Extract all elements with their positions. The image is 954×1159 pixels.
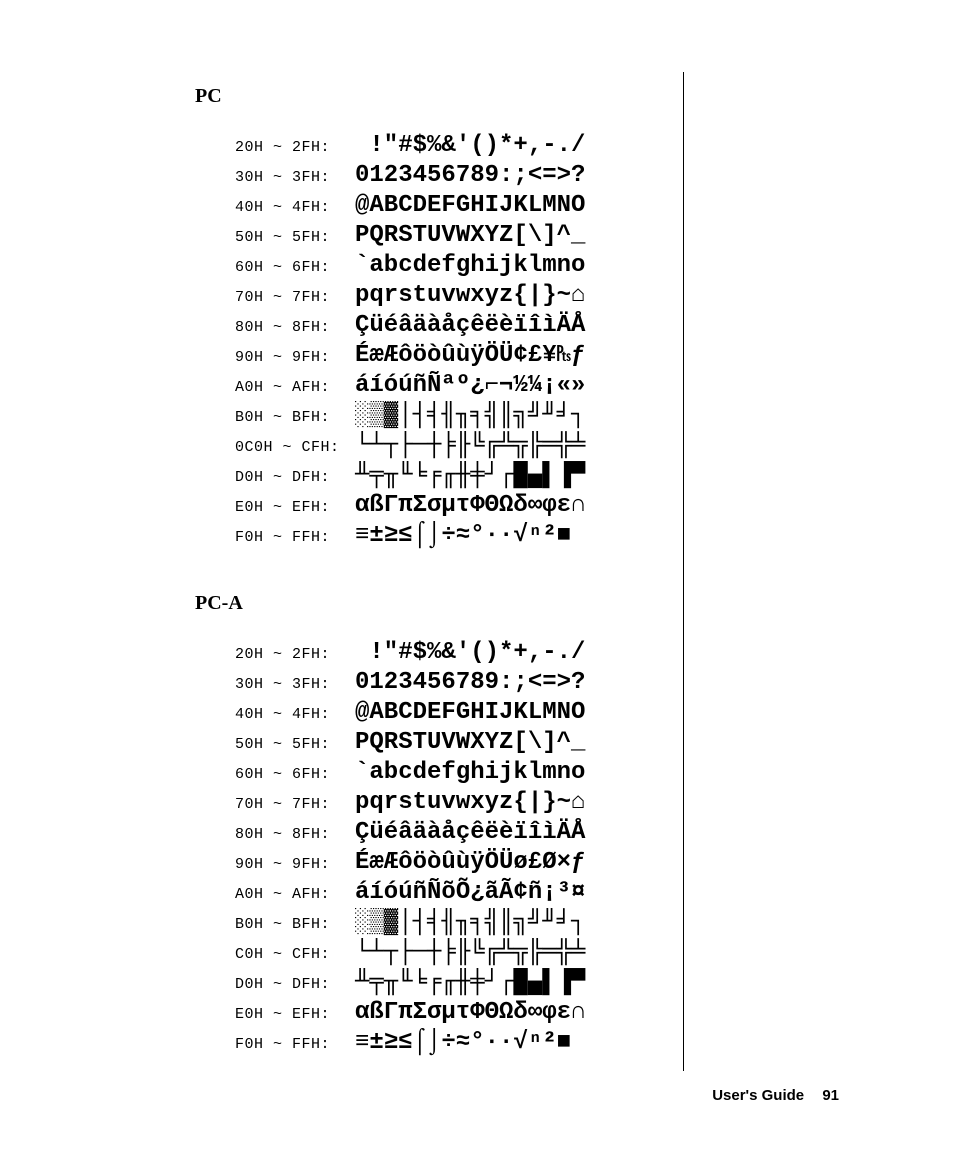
hex-range-label: 60H ~ 6FH: <box>195 254 355 282</box>
charset-row: 80H ~ 8FH:ÇüéâäàåçêëèïîìÄÅ <box>195 312 859 342</box>
glyph-row: PQRSTUVWXYZ[\]^_ <box>355 222 585 250</box>
charset-row: C0H ~ CFH:└┴┬├─┼╞╟╚╔╩╦╠═╬╧ <box>195 939 859 969</box>
charset-row: E0H ~ EFH:αßΓπΣσµτΦΘΩδ∞φε∩ <box>195 999 859 1029</box>
hex-range-label: 40H ~ 4FH: <box>195 194 355 222</box>
hex-range-label: B0H ~ BFH: <box>195 404 355 432</box>
section-title: PC <box>195 85 859 108</box>
hex-range-label: 0C0H ~ CFH: <box>195 434 355 462</box>
glyph-row: áíóúñÑõÕ¿ãÃ¢ñ¡³¤ <box>355 879 585 907</box>
section-title: PC-A <box>195 592 859 615</box>
hex-range-label: D0H ~ DFH: <box>195 971 355 999</box>
glyph-row: `abcdefghijklmno <box>355 759 585 787</box>
glyph-row: ░▒▓│┤╡╢╖╕╣║╗╝╜╛┐ <box>355 909 585 937</box>
glyph-row: PQRSTUVWXYZ[\]^_ <box>355 729 585 757</box>
hex-range-label: D0H ~ DFH: <box>195 464 355 492</box>
charset-row: 60H ~ 6FH:`abcdefghijklmno <box>195 252 859 282</box>
charset-row: 0C0H ~ CFH:└┴┬├─┼╞╟╚╔╩╦╠═╬╧ <box>195 432 859 462</box>
hex-range-label: 20H ~ 2FH: <box>195 134 355 162</box>
hex-range-label: 50H ~ 5FH: <box>195 224 355 252</box>
page-footer: User's Guide 91 <box>712 1087 839 1104</box>
charset-section: PC 20H ~ 2FH: !"#$%&'()*+,-./30H ~ 3FH:01… <box>195 85 859 552</box>
charset-row: 20H ~ 2FH: !"#$%&'()*+,-./ <box>195 639 859 669</box>
charset-row: F0H ~ FFH:≡±≥≤⌠⌡÷≈°∙·√ⁿ²■ <box>195 1029 859 1059</box>
glyph-row: @ABCDEFGHIJKLMNO <box>355 699 585 727</box>
glyph-row: └┴┬├─┼╞╟╚╔╩╦╠═╬╧ <box>355 432 585 460</box>
glyph-row: ╨╤╥╙╘╒╓╫╪┘┌█▄▌▐▀ <box>355 969 585 997</box>
charset-row: D0H ~ DFH:╨╤╥╙╘╒╓╫╪┘┌█▄▌▐▀ <box>195 462 859 492</box>
glyph-row: ≡±≥≤⌠⌡÷≈°∙·√ⁿ²■ <box>355 1029 585 1057</box>
charset-row: 80H ~ 8FH:ÇüéâäàåçêëèïîìÄÅ <box>195 819 859 849</box>
hex-range-label: B0H ~ BFH: <box>195 911 355 939</box>
charset-row: B0H ~ BFH:░▒▓│┤╡╢╖╕╣║╗╝╜╛┐ <box>195 909 859 939</box>
hex-range-label: F0H ~ FFH: <box>195 524 355 552</box>
charset-row: D0H ~ DFH:╨╤╥╙╘╒╓╫╪┘┌█▄▌▐▀ <box>195 969 859 999</box>
glyph-row: !"#$%&'()*+,-./ <box>355 639 585 667</box>
hex-range-label: 30H ~ 3FH: <box>195 671 355 699</box>
hex-range-label: 50H ~ 5FH: <box>195 731 355 759</box>
sections-container: PC20H ~ 2FH: !"#$%&'()*+,-./30H ~ 3FH:01… <box>195 85 859 1059</box>
charset-row: B0H ~ BFH:░▒▓│┤╡╢╖╕╣║╗╝╜╛┐ <box>195 402 859 432</box>
glyph-row: ≡±≥≤⌠⌡÷≈°∙·√ⁿ²■ <box>355 522 585 550</box>
hex-range-label: 20H ~ 2FH: <box>195 641 355 669</box>
charset-row: 50H ~ 5FH:PQRSTUVWXYZ[\]^_ <box>195 729 859 759</box>
glyph-row: pqrstuvwxyz{|}~⌂ <box>355 282 585 310</box>
charset-row: A0H ~ AFH:áíóúñÑõÕ¿ãÃ¢ñ¡³¤ <box>195 879 859 909</box>
charset-row: 20H ~ 2FH: !"#$%&'()*+,-./ <box>195 132 859 162</box>
glyph-row: ░▒▓│┤╡╢╖╕╣║╗╝╜╛┐ <box>355 402 585 430</box>
glyph-row: @ABCDEFGHIJKLMNO <box>355 192 585 220</box>
hex-range-label: C0H ~ CFH: <box>195 941 355 969</box>
glyph-row: ÇüéâäàåçêëèïîìÄÅ <box>355 312 585 340</box>
hex-range-label: E0H ~ EFH: <box>195 494 355 522</box>
hex-range-label: 90H ~ 9FH: <box>195 344 355 372</box>
charset-row: 90H ~ 9FH:ÉæÆôöòûùÿÖÜø£Ø×ƒ <box>195 849 859 879</box>
charset-row: F0H ~ FFH:≡±≥≤⌠⌡÷≈°∙·√ⁿ²■ <box>195 522 859 552</box>
glyph-row: ╨╤╥╙╘╒╓╫╪┘┌█▄▌▐▀ <box>355 462 585 490</box>
glyph-row: 0123456789:;<=>? <box>355 669 585 697</box>
charset-row: 70H ~ 7FH:pqrstuvwxyz{|}~⌂ <box>195 789 859 819</box>
charset-row: 60H ~ 6FH:`abcdefghijklmno <box>195 759 859 789</box>
glyph-row: `abcdefghijklmno <box>355 252 585 280</box>
footer-page-number: 91 <box>822 1087 839 1104</box>
glyph-row: ÉæÆôöòûùÿÖÜø£Ø×ƒ <box>355 849 585 877</box>
hex-range-label: 70H ~ 7FH: <box>195 284 355 312</box>
hex-range-label: F0H ~ FFH: <box>195 1031 355 1059</box>
charset-row: 30H ~ 3FH:0123456789:;<=>? <box>195 669 859 699</box>
glyph-row: ÉæÆôöòûùÿÖÜ¢£¥₧ƒ <box>355 342 585 370</box>
charset-row: 40H ~ 4FH:@ABCDEFGHIJKLMNO <box>195 699 859 729</box>
hex-range-label: 80H ~ 8FH: <box>195 314 355 342</box>
glyph-row: ÇüéâäàåçêëèïîìÄÅ <box>355 819 585 847</box>
hex-range-label: 40H ~ 4FH: <box>195 701 355 729</box>
glyph-row: !"#$%&'()*+,-./ <box>355 132 585 160</box>
glyph-row: αßΓπΣσµτΦΘΩδ∞φε∩ <box>355 492 585 520</box>
glyph-row: áíóúñÑªº¿⌐¬½¼¡«» <box>355 372 585 400</box>
hex-range-label: 30H ~ 3FH: <box>195 164 355 192</box>
glyph-row: pqrstuvwxyz{|}~⌂ <box>355 789 585 817</box>
charset-section: PC-A 20H ~ 2FH: !"#$%&'()*+,-./30H ~ 3FH:… <box>195 592 859 1059</box>
charset-row: A0H ~ AFH:áíóúñÑªº¿⌐¬½¼¡«» <box>195 372 859 402</box>
charset-row: 40H ~ 4FH:@ABCDEFGHIJKLMNO <box>195 192 859 222</box>
hex-range-label: A0H ~ AFH: <box>195 881 355 909</box>
hex-range-label: 60H ~ 6FH: <box>195 761 355 789</box>
glyph-row: └┴┬├─┼╞╟╚╔╩╦╠═╬╧ <box>355 939 585 967</box>
hex-range-label: A0H ~ AFH: <box>195 374 355 402</box>
charset-row: 30H ~ 3FH:0123456789:;<=>? <box>195 162 859 192</box>
hex-range-label: 90H ~ 9FH: <box>195 851 355 879</box>
vertical-divider <box>683 72 684 1071</box>
hex-range-label: E0H ~ EFH: <box>195 1001 355 1029</box>
glyph-row: αßΓπΣσµτΦΘΩδ∞φε∩ <box>355 999 585 1027</box>
charset-row: 50H ~ 5FH:PQRSTUVWXYZ[\]^_ <box>195 222 859 252</box>
hex-range-label: 70H ~ 7FH: <box>195 791 355 819</box>
hex-range-label: 80H ~ 8FH: <box>195 821 355 849</box>
glyph-row: 0123456789:;<=>? <box>355 162 585 190</box>
footer-label: User's Guide <box>712 1087 804 1104</box>
charset-row: 70H ~ 7FH:pqrstuvwxyz{|}~⌂ <box>195 282 859 312</box>
charset-row: E0H ~ EFH:αßΓπΣσµτΦΘΩδ∞φε∩ <box>195 492 859 522</box>
charset-row: 90H ~ 9FH:ÉæÆôöòûùÿÖÜ¢£¥₧ƒ <box>195 342 859 372</box>
page: PC20H ~ 2FH: !"#$%&'()*+,-./30H ~ 3FH:01… <box>0 0 954 1159</box>
